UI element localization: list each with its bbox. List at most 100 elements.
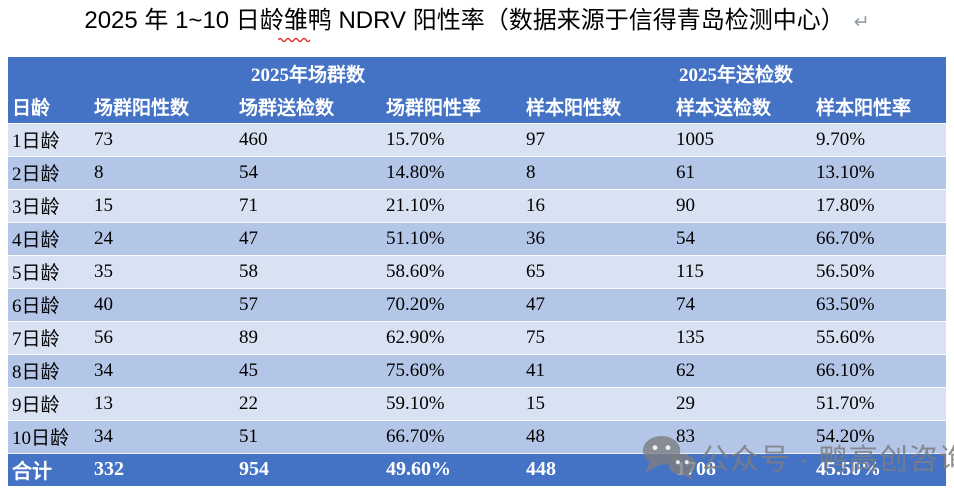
- cell-flock-positive: 8: [90, 155, 235, 189]
- cell-sample-positive-rate: 13.10%: [812, 155, 947, 189]
- cell-sample-positive: 15: [522, 386, 673, 420]
- cell-flock-submitted: 54: [235, 155, 382, 189]
- cell-sample-positive-rate: 9.70%: [812, 122, 947, 156]
- cell-flock-positive: 13: [90, 386, 235, 420]
- cell-flock-positive-rate: 58.60%: [382, 254, 523, 288]
- cell-flock-positive-rate: 70.20%: [382, 287, 523, 321]
- table-row: 10日龄 34 51 66.70% 48 83 54.20%: [8, 419, 947, 453]
- cell-flock-submitted: 47: [235, 221, 382, 255]
- cell-flock-positive: 40: [90, 287, 235, 321]
- cell-flock-positive: 35: [90, 254, 235, 288]
- cell-sample-submitted: 90: [672, 188, 813, 222]
- cell-flock-positive: 56: [90, 320, 235, 354]
- cell-flock-positive-rate: 51.10%: [382, 221, 523, 255]
- cell-sample-positive-rate: 54.20%: [812, 419, 947, 453]
- cell-day-age: 9日龄: [8, 386, 90, 420]
- table-row: 4日龄 24 47 51.10% 36 54 66.70%: [8, 221, 947, 255]
- cell-flock-positive-rate: 66.70%: [382, 419, 523, 453]
- cell-sample-submitted: 54: [672, 221, 813, 255]
- cell-sample-submitted: 135: [672, 320, 813, 354]
- group-header-sample: 2025年送检数: [522, 57, 947, 90]
- cell-flock-submitted: 89: [235, 320, 382, 354]
- cell-sample-positive-rate: 66.10%: [812, 353, 947, 387]
- cell-flock-positive: 73: [90, 122, 235, 156]
- group-header-row: 2025年场群数 2025年送检数: [8, 57, 947, 90]
- page-title-text: 2025 年 1~10 日龄雏鸭 NDRV 阳性率（数据来源于信得青岛检测中心）: [84, 7, 845, 34]
- col-header-flock-submitted: 场群送检数: [235, 90, 382, 123]
- cell-sample-positive: 97: [522, 122, 673, 156]
- cell-day-age: 8日龄: [8, 353, 90, 387]
- table-row: 5日龄 35 58 58.60% 65 115 56.50%: [8, 254, 947, 288]
- cell-day-age: 4日龄: [8, 221, 90, 255]
- group-header-flock: 2025年场群数: [90, 57, 523, 90]
- col-header-flock-positive-rate: 场群阳性率: [382, 90, 523, 123]
- table-row: 1日龄 73 460 15.70% 97 1005 9.70%: [8, 122, 947, 156]
- total-flock-positive-rate: 49.60%: [382, 452, 523, 486]
- cell-sample-positive-rate: 63.50%: [812, 287, 947, 321]
- col-header-sample-submitted: 样本送检数: [672, 90, 813, 123]
- cell-sample-submitted: 29: [672, 386, 813, 420]
- spellcheck-squiggle-icon: [278, 37, 310, 42]
- cell-flock-positive-rate: 59.10%: [382, 386, 523, 420]
- cell-flock-positive-rate: 21.10%: [382, 188, 523, 222]
- cell-day-age: 5日龄: [8, 254, 90, 288]
- cell-sample-submitted: 74: [672, 287, 813, 321]
- cell-flock-positive-rate: 15.70%: [382, 122, 523, 156]
- table-row: 7日龄 56 89 62.90% 75 135 55.60%: [8, 320, 947, 354]
- cell-sample-positive-rate: 51.70%: [812, 386, 947, 420]
- col-header-flock-positive: 场群阳性数: [90, 90, 235, 123]
- cell-flock-submitted: 22: [235, 386, 382, 420]
- cell-flock-positive-rate: 14.80%: [382, 155, 523, 189]
- total-flock-positive: 332: [90, 452, 235, 486]
- total-row: 合计 332 954 49.60% 448 1708 45.50%: [8, 452, 947, 486]
- cell-flock-submitted: 57: [235, 287, 382, 321]
- table-row: 2日龄 8 54 14.80% 8 61 13.10%: [8, 155, 947, 189]
- page-title: 2025 年 1~10 日龄雏鸭 NDRV 阳性率（数据来源于信得青岛检测中心）…: [0, 5, 954, 39]
- cell-flock-submitted: 58: [235, 254, 382, 288]
- col-header-day-age: 日龄: [8, 90, 90, 123]
- cell-sample-positive: 41: [522, 353, 673, 387]
- total-sample-submitted: 1708: [672, 452, 813, 486]
- cell-sample-positive: 36: [522, 221, 673, 255]
- total-sample-positive-rate: 45.50%: [812, 452, 947, 486]
- cell-flock-positive: 24: [90, 221, 235, 255]
- cell-day-age: 10日龄: [8, 419, 90, 453]
- col-header-sample-positive: 样本阳性数: [522, 90, 673, 123]
- cell-sample-positive: 16: [522, 188, 673, 222]
- cell-day-age: 7日龄: [8, 320, 90, 354]
- cell-flock-submitted: 71: [235, 188, 382, 222]
- total-sample-positive: 448: [522, 452, 673, 486]
- table-row: 3日龄 15 71 21.10% 16 90 17.80%: [8, 188, 947, 222]
- col-header-sample-positive-rate: 样本阳性率: [812, 90, 947, 123]
- table-body: 1日龄 73 460 15.70% 97 1005 9.70% 2日龄 8 54…: [8, 122, 947, 453]
- cell-sample-submitted: 62: [672, 353, 813, 387]
- cell-flock-submitted: 51: [235, 419, 382, 453]
- cell-flock-positive-rate: 75.60%: [382, 353, 523, 387]
- cell-sample-positive: 75: [522, 320, 673, 354]
- cell-flock-positive: 34: [90, 353, 235, 387]
- cell-flock-submitted: 460: [235, 122, 382, 156]
- cell-sample-submitted: 1005: [672, 122, 813, 156]
- cell-flock-positive: 34: [90, 419, 235, 453]
- cell-day-age: 1日龄: [8, 122, 90, 156]
- cell-sample-positive: 65: [522, 254, 673, 288]
- cell-day-age: 6日龄: [8, 287, 90, 321]
- group-header-corner: [8, 57, 90, 90]
- paragraph-return-mark: ↵: [853, 12, 870, 33]
- cell-day-age: 2日龄: [8, 155, 90, 189]
- ndrv-positivity-table: 2025年场群数 2025年送检数 日龄 场群阳性数 场群送检数 场群阳性率 样…: [8, 57, 947, 486]
- cell-sample-submitted: 115: [672, 254, 813, 288]
- cell-sample-positive-rate: 17.80%: [812, 188, 947, 222]
- total-label: 合计: [8, 452, 90, 486]
- cell-sample-positive-rate: 55.60%: [812, 320, 947, 354]
- table-row: 8日龄 34 45 75.60% 41 62 66.10%: [8, 353, 947, 387]
- table-row: 9日龄 13 22 59.10% 15 29 51.70%: [8, 386, 947, 420]
- cell-sample-positive: 48: [522, 419, 673, 453]
- column-header-row: 日龄 场群阳性数 场群送检数 场群阳性率 样本阳性数 样本送检数 样本阳性率: [8, 90, 947, 123]
- cell-sample-positive: 8: [522, 155, 673, 189]
- cell-day-age: 3日龄: [8, 188, 90, 222]
- cell-flock-submitted: 45: [235, 353, 382, 387]
- cell-sample-submitted: 61: [672, 155, 813, 189]
- total-flock-submitted: 954: [235, 452, 382, 486]
